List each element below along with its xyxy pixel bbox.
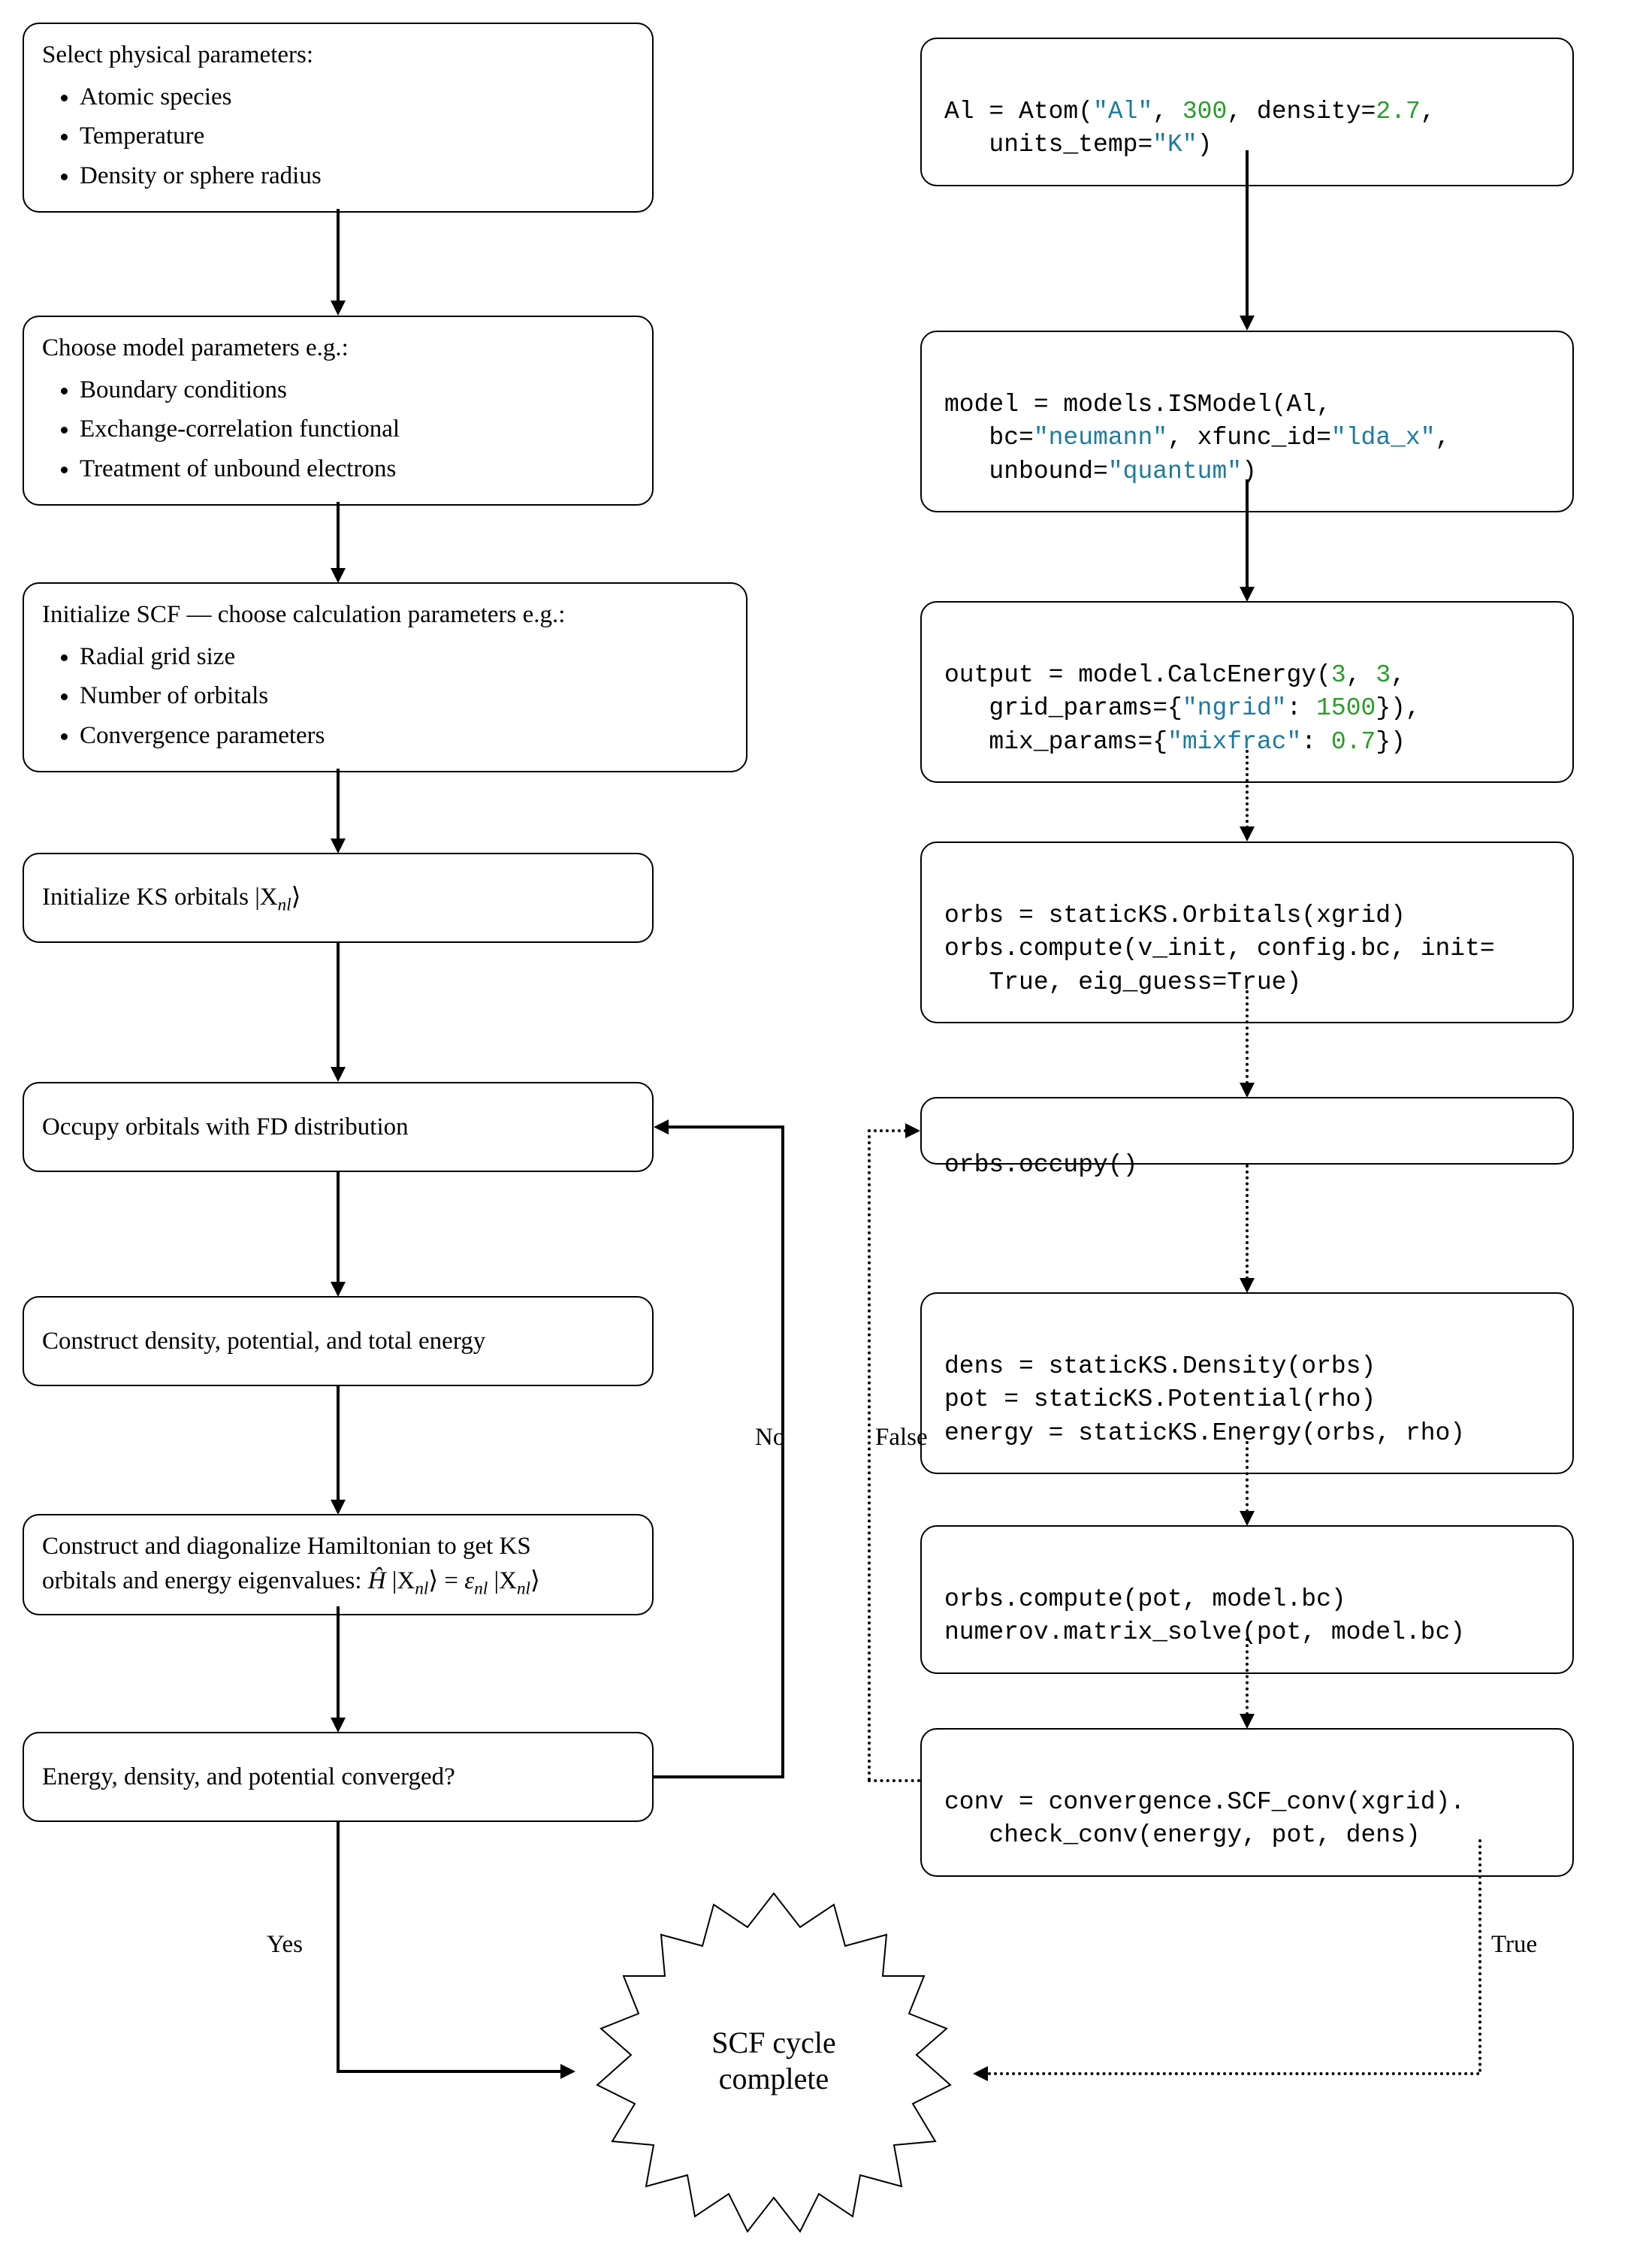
code-line: check_conv(energy, pot, dens) xyxy=(944,1821,1421,1849)
arrow-down-icon xyxy=(1240,826,1255,841)
arrow-line xyxy=(781,1126,784,1778)
code-line: grid_params={"ngrid": 1500}), xyxy=(944,694,1421,722)
arrow-left-icon xyxy=(973,2066,988,2081)
arrow-dotted xyxy=(1246,1638,1249,1715)
list-item: Density or sphere radius xyxy=(80,159,634,193)
list-item: Atomic species xyxy=(80,80,634,114)
box-init-ks-orbitals: Initialize KS orbitals |Xnl⟩ xyxy=(23,853,654,943)
box-converged: Energy, density, and potential converged… xyxy=(23,1732,654,1822)
text-line: Construct and diagonalize Hamiltonian to… xyxy=(42,1529,634,1564)
arrow-line xyxy=(337,943,340,1068)
box-title: Select physical parameters: xyxy=(42,38,634,72)
arrow-down-icon xyxy=(1240,1278,1255,1293)
arrow-down-icon xyxy=(331,1718,346,1733)
arrow-dotted xyxy=(1246,1165,1249,1280)
arrow-down-icon xyxy=(331,301,346,316)
list-item: Temperature xyxy=(80,119,634,153)
list-item: Convergence parameters xyxy=(80,718,728,753)
code-line: orbs.compute(v_init, config.bc, init= xyxy=(944,935,1495,962)
arrow-down-icon xyxy=(1240,1511,1255,1526)
arrow-left-icon xyxy=(654,1119,669,1135)
code-line: dens = staticKS.Density(orbs) xyxy=(944,1352,1376,1380)
arrow-line xyxy=(669,1126,781,1129)
text: Construct density, potential, and total … xyxy=(42,1324,485,1358)
arrow-dotted xyxy=(1246,750,1249,829)
arrow-dotted xyxy=(1246,1441,1249,1512)
label-false: False xyxy=(875,1424,928,1452)
arrow-line xyxy=(337,209,340,302)
arrow-right-icon xyxy=(905,1123,920,1138)
box-model-params: Choose model parameters e.g.: Boundary c… xyxy=(23,316,654,506)
arrow-down-icon xyxy=(1240,1083,1255,1098)
label-yes: Yes xyxy=(267,1931,303,1959)
text: Energy, density, and potential converged… xyxy=(42,1760,455,1794)
code-line: units_temp="K") xyxy=(944,131,1212,159)
list-item: Boundary conditions xyxy=(80,373,634,407)
starburst-label: SCF cycle complete xyxy=(578,2025,969,2097)
code-line: conv = convergence.SCF_conv(xgrid). xyxy=(944,1788,1465,1816)
arrow-down-icon xyxy=(1240,1714,1255,1729)
box-hamiltonian: Construct and diagonalize Hamiltonian to… xyxy=(23,1514,654,1615)
text: Initialize KS orbitals |Xnl⟩ xyxy=(42,880,301,917)
list-item: Radial grid size xyxy=(80,639,728,674)
arrow-dotted xyxy=(868,1779,920,1782)
box-scf-init: Initialize SCF — choose calculation para… xyxy=(23,582,747,772)
arrow-line xyxy=(337,1386,340,1501)
list-item: Exchange-correlation functional xyxy=(80,412,634,446)
text: Occupy orbitals with FD distribution xyxy=(42,1110,409,1144)
list-item: Treatment of unbound electrons xyxy=(80,452,634,486)
code-convergence: conv = convergence.SCF_conv(xgrid). chec… xyxy=(920,1728,1574,1877)
list: Radial grid size Number of orbitals Conv… xyxy=(42,639,728,753)
code-line: orbs = staticKS.Orbitals(xgrid) xyxy=(944,902,1406,929)
arrow-line xyxy=(1246,150,1249,317)
arrow-dotted xyxy=(1246,990,1249,1084)
box-physical-params: Select physical parameters: Atomic speci… xyxy=(23,23,654,213)
code-line: pot = staticKS.Potential(rho) xyxy=(944,1385,1376,1413)
code-line: model = models.ISModel(Al, xyxy=(944,391,1331,418)
arrow-down-icon xyxy=(331,568,346,583)
box-title: Initialize SCF — choose calculation para… xyxy=(42,597,728,632)
arrow-down-icon xyxy=(331,1067,346,1082)
code-line: numerov.matrix_solve(pot, model.bc) xyxy=(944,1618,1465,1646)
arrow-right-icon xyxy=(560,2064,575,2079)
code-line: mix_params={"mixfrac": 0.7}) xyxy=(944,728,1406,756)
arrow-line xyxy=(337,1172,340,1283)
box-occupy-orbitals: Occupy orbitals with FD distribution xyxy=(23,1082,654,1172)
code-line: orbs.occupy() xyxy=(944,1151,1137,1179)
code-line: unbound="quantum") xyxy=(944,458,1257,485)
label-true: True xyxy=(1491,1931,1537,1959)
arrow-down-icon xyxy=(1240,316,1255,331)
list: Atomic species Temperature Density or sp… xyxy=(42,80,634,193)
arrow-down-icon xyxy=(331,1282,346,1297)
label-no: No xyxy=(755,1424,785,1452)
arrow-dotted xyxy=(868,1129,871,1781)
arrow-line xyxy=(1246,479,1249,588)
code-line: Al = Atom("Al", 300, density=2.7, xyxy=(944,98,1436,125)
code-line: output = model.CalcEnergy(3, 3, xyxy=(944,661,1406,689)
arrow-line xyxy=(337,769,340,840)
code-occupy: orbs.occupy() xyxy=(920,1097,1574,1165)
box-construct-density: Construct density, potential, and total … xyxy=(23,1296,654,1386)
arrow-dotted xyxy=(988,2072,1480,2075)
arrow-line xyxy=(337,1606,340,1719)
arrow-line xyxy=(654,1775,781,1778)
list: Boundary conditions Exchange-correlation… xyxy=(42,373,634,486)
box-title: Choose model parameters e.g.: xyxy=(42,331,634,365)
arrow-line xyxy=(337,502,340,570)
arrow-down-icon xyxy=(331,1500,346,1515)
text-line: orbitals and energy eigenvalues: Ĥ |Xnl⟩… xyxy=(42,1564,634,1600)
list-item: Number of orbitals xyxy=(80,678,728,713)
arrow-dotted xyxy=(868,1129,907,1132)
arrow-down-icon xyxy=(331,838,346,854)
code-line: bc="neumann", xfunc_id="lda_x", xyxy=(944,424,1450,452)
arrow-line xyxy=(337,1822,340,2070)
code-line: orbs.compute(pot, model.bc) xyxy=(944,1585,1346,1613)
arrow-down-icon xyxy=(1240,587,1255,602)
code-line: energy = staticKS.Energy(orbs, rho) xyxy=(944,1419,1465,1447)
arrow-dotted xyxy=(1478,1839,1481,2072)
arrow-line xyxy=(337,2070,560,2073)
